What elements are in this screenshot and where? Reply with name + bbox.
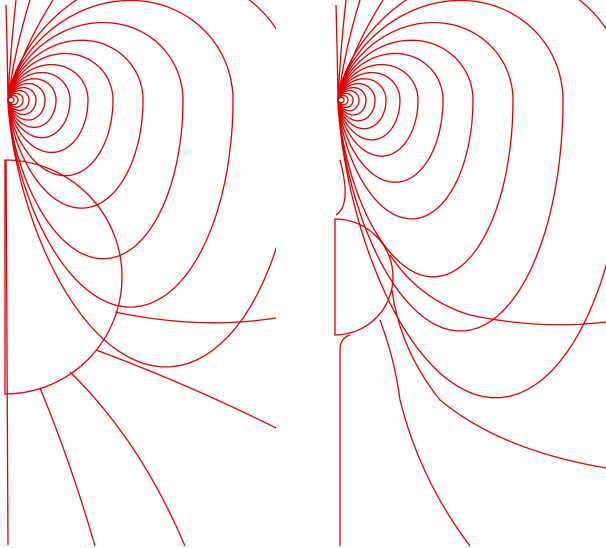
field-line <box>7 0 54 101</box>
field-line <box>337 0 361 101</box>
field-line <box>337 21 514 278</box>
field-line <box>391 289 606 469</box>
field-line <box>7 52 114 177</box>
field-line <box>95 349 276 429</box>
field-line <box>335 4 339 101</box>
field-line <box>337 0 606 399</box>
field-line <box>7 63 89 154</box>
field-line <box>337 0 384 101</box>
right-panel <box>335 0 606 547</box>
field-line <box>7 78 57 129</box>
field-line <box>7 0 276 368</box>
field-line <box>337 71 401 141</box>
field-line <box>337 78 387 130</box>
field-line <box>7 39 144 209</box>
field-line <box>5 159 9 546</box>
field-line <box>337 0 564 332</box>
field-line <box>337 39 474 220</box>
sphere-right <box>334 218 394 336</box>
field-line <box>337 63 419 157</box>
field-line <box>339 334 351 546</box>
field-line <box>335 159 346 216</box>
field-line <box>337 52 444 183</box>
field-line <box>39 387 96 547</box>
field-line <box>7 0 17 101</box>
field-line <box>69 371 186 547</box>
field-line <box>389 254 606 326</box>
sphere-left <box>4 159 123 395</box>
field-line <box>114 311 276 324</box>
field-line <box>5 4 9 101</box>
field-line <box>7 0 31 101</box>
field-line <box>379 319 471 547</box>
field-line <box>337 82 376 122</box>
field-line <box>7 21 184 260</box>
field-line <box>7 0 234 308</box>
left-panel <box>5 0 276 547</box>
field-line <box>7 82 46 121</box>
field-line <box>7 71 71 139</box>
field-line <box>337 0 347 101</box>
